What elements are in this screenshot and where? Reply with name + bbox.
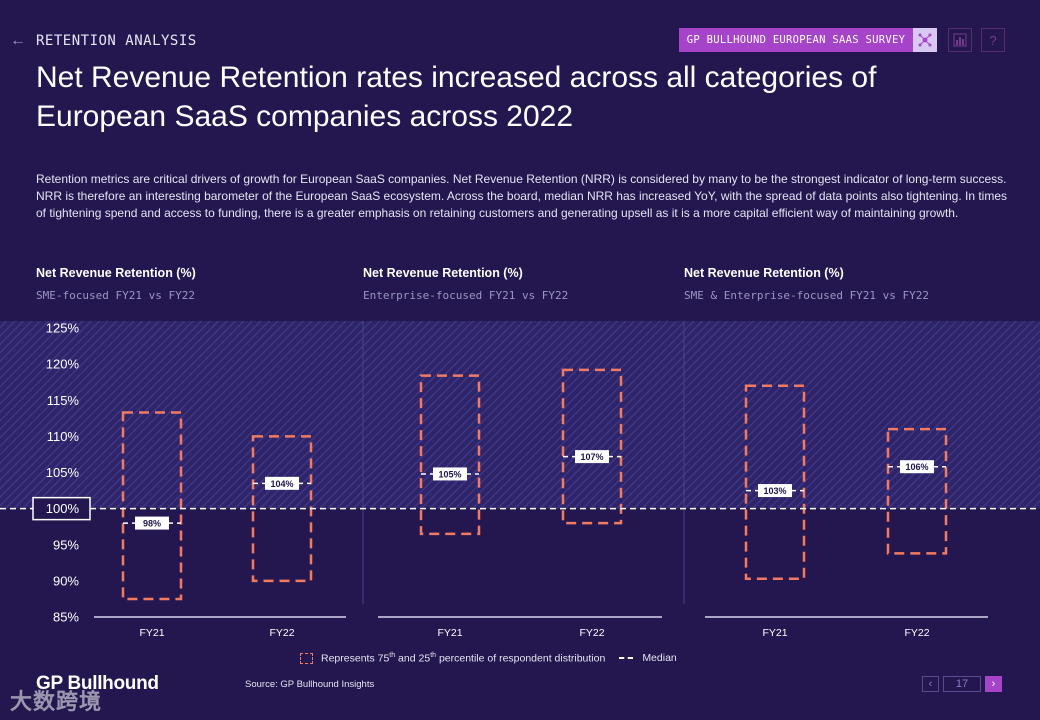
median-legend-label: Median	[642, 652, 677, 664]
panel-subtitle: Enterprise-focused FY21 vs FY22	[363, 289, 569, 302]
y-tick-label: 100%	[46, 501, 80, 516]
chart-legend: Represents 75th and 25th percentile of r…	[300, 651, 677, 665]
network-icon[interactable]	[913, 28, 937, 52]
y-tick-label: 115%	[47, 393, 80, 408]
back-arrow-icon[interactable]: ←	[10, 32, 26, 49]
pager: ‹ 17 ›	[922, 676, 1002, 692]
median-label: 107%	[580, 452, 603, 462]
percentile-box-swatch	[300, 652, 313, 664]
median-label: 105%	[438, 469, 461, 479]
top-bar: ← RETENTION ANALYSIS	[10, 31, 197, 51]
percentile-box	[886, 427, 948, 555]
x-category-label: FY22	[579, 627, 604, 639]
y-tick-label: 105%	[46, 465, 80, 480]
panel-header-sme: Net Revenue Retention (%) SME-focused FY…	[36, 266, 196, 302]
y-tick-label: 90%	[53, 573, 79, 588]
x-category-label: FY21	[437, 627, 462, 639]
panel-subtitle: SME & Enterprise-focused FY21 vs FY22	[684, 289, 930, 302]
median-label-box	[900, 460, 934, 474]
hatched-band	[0, 321, 1040, 509]
x-category-label: FY22	[269, 627, 294, 639]
x-category-label: FY21	[139, 627, 164, 639]
percentile-box	[744, 384, 806, 580]
bar-chart-icon[interactable]	[948, 28, 972, 52]
y-tick-label: 95%	[53, 537, 79, 552]
page-number: 17	[943, 676, 981, 692]
percentile-box	[419, 374, 481, 536]
median-line-swatch	[619, 657, 634, 659]
page-title: Net Revenue Retention rates increased ac…	[36, 61, 877, 133]
panel-header-sme-enterprise: Net Revenue Retention (%) SME & Enterpri…	[684, 266, 929, 302]
panel-title: Net Revenue Retention (%)	[363, 266, 523, 280]
y-tick-label: 110%	[47, 429, 80, 444]
median-label-box	[265, 476, 299, 490]
x-category-label: FY22	[904, 627, 929, 639]
panel-subtitle: SME-focused FY21 vs FY22	[36, 289, 195, 302]
median-label: 98%	[143, 519, 161, 529]
median-label-box	[135, 516, 169, 530]
percentile-box	[561, 368, 623, 525]
nrr-chart: 85% 90% 95% 100% 105% 110% 115% 120% 125% 98% FY21…	[0, 321, 1040, 639]
median-label-box	[575, 450, 609, 464]
next-page-button[interactable]: ›	[985, 676, 1002, 692]
y-tick-label: 120%	[46, 357, 80, 372]
panel-header-enterprise: Net Revenue Retention (%) Enterprise-foc…	[363, 266, 568, 302]
x-category-label: FY21	[762, 627, 787, 639]
median-label: 104%	[270, 479, 293, 489]
panel-title: Net Revenue Retention (%)	[36, 266, 196, 280]
percentile-box	[121, 411, 183, 601]
percentile-legend-label: Represents 75th and 25th percentile of r…	[321, 651, 606, 665]
median-label-box	[433, 467, 467, 481]
median-label: 106%	[905, 462, 928, 472]
source-note: Source: GP Bullhound Insights	[245, 679, 375, 690]
section-label: RETENTION ANALYSIS	[36, 33, 197, 49]
intro-paragraph: Retention metrics are critical drivers o…	[36, 172, 1007, 220]
help-icon[interactable]: ?	[981, 28, 1005, 52]
gp-bullhound-logo: GP Bullhound	[36, 673, 159, 694]
prev-page-button[interactable]: ‹	[922, 676, 939, 692]
watermark: 大数跨境	[10, 689, 103, 714]
y-tick-label: 125%	[46, 321, 80, 336]
median-label-box	[758, 484, 792, 498]
y-tick-label: 85%	[53, 610, 79, 625]
survey-tag-button[interactable]: GP BULLHOUND EUROPEAN SAAS SURVEY	[679, 28, 913, 52]
median-label: 103%	[763, 486, 786, 496]
panel-title: Net Revenue Retention (%)	[684, 266, 844, 280]
